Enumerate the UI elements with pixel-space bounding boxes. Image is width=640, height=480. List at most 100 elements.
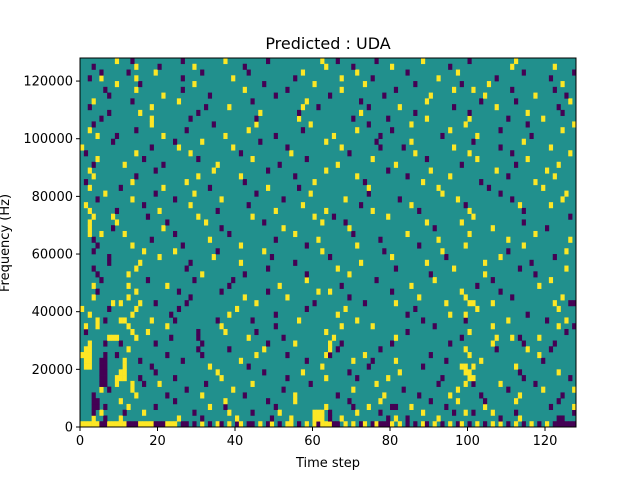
heatmap-cell	[343, 421, 348, 428]
heatmap-cell	[541, 115, 546, 122]
heatmap-cell	[483, 403, 488, 411]
heatmap-cell	[386, 375, 391, 382]
x-tick-label: 40	[227, 434, 244, 449]
heatmap-cell	[149, 236, 154, 243]
heatmap-cell	[552, 86, 557, 93]
heatmap-cell	[417, 242, 422, 249]
heatmap-cell	[320, 363, 325, 370]
heatmap-cell	[114, 375, 120, 382]
heatmap-cell	[254, 300, 259, 307]
heatmap-cell	[207, 92, 213, 99]
heatmap-cell	[413, 421, 418, 428]
heatmap-cell	[355, 317, 360, 324]
heatmap-cell	[471, 409, 476, 416]
heatmap-cell	[316, 409, 321, 416]
heatmap-cell	[339, 86, 344, 93]
heatmap-cell	[196, 109, 201, 116]
heatmap-cell	[134, 265, 139, 272]
heatmap-cell	[432, 225, 437, 232]
heatmap-cell	[145, 328, 151, 336]
heatmap-cell	[169, 334, 174, 341]
heatmap-cell	[494, 104, 499, 111]
heatmap-cell	[506, 115, 511, 122]
heatmap-cell	[269, 254, 275, 261]
heatmap-cell	[359, 98, 364, 105]
heatmap-cell	[514, 58, 519, 65]
heatmap-cell	[87, 127, 92, 134]
heatmap-cell	[149, 144, 154, 151]
heatmap-cell	[343, 305, 348, 312]
heatmap-cell	[359, 202, 364, 209]
heatmap-cell	[432, 421, 437, 428]
heatmap-cell	[99, 369, 104, 376]
heatmap-cell	[405, 415, 410, 422]
heatmap-cell	[537, 282, 542, 289]
heatmap-cell	[95, 196, 100, 203]
heatmap-cell	[142, 156, 147, 163]
x-tick-label: 100	[455, 434, 480, 449]
heatmap-cell	[467, 375, 472, 382]
heatmap-cell	[262, 248, 267, 255]
heatmap-cell	[215, 248, 220, 255]
heatmap-cell	[506, 248, 511, 255]
heatmap-cell	[328, 415, 333, 422]
heatmap-cell	[552, 300, 557, 307]
heatmap-cell	[192, 421, 197, 428]
heatmap-cell	[463, 242, 468, 249]
heatmap-cell	[91, 282, 96, 289]
heatmap-cell	[440, 132, 445, 140]
heatmap-cell	[486, 184, 492, 191]
heatmap-cell	[122, 369, 127, 376]
heatmap-cell	[521, 242, 526, 249]
heatmap-cell	[293, 230, 298, 238]
heatmap-cell	[200, 138, 205, 145]
heatmap-cell	[459, 363, 464, 370]
heatmap-cell	[165, 352, 170, 359]
heatmap-cell	[564, 265, 569, 272]
heatmap-cell	[215, 421, 220, 428]
y-axis-label: Frequency (Hz)	[0, 194, 13, 292]
heatmap-cell	[471, 300, 476, 307]
heatmap-cell	[246, 69, 251, 76]
heatmap-cell	[122, 421, 127, 428]
heatmap-cell	[273, 323, 278, 330]
heatmap-cell	[207, 421, 213, 428]
heatmap-cell	[122, 409, 127, 416]
heatmap-cell	[335, 311, 340, 318]
heatmap-cell	[266, 398, 271, 405]
heatmap-cell	[324, 352, 329, 359]
heatmap-cell	[328, 340, 333, 347]
heatmap-cell	[560, 196, 565, 203]
heatmap-cell	[238, 357, 244, 364]
heatmap-cell	[517, 415, 523, 422]
heatmap-cell	[211, 254, 216, 261]
heatmap-cell	[161, 421, 166, 428]
heatmap-cell	[471, 380, 476, 387]
heatmap-cell	[529, 421, 534, 428]
heatmap-cell	[145, 421, 151, 428]
heatmap-cell	[80, 305, 85, 312]
heatmap-cell	[188, 202, 193, 209]
heatmap-cell	[111, 213, 116, 220]
heatmap-cell	[107, 305, 112, 312]
heatmap-cell	[184, 300, 189, 307]
heatmap-cell	[246, 127, 251, 134]
heatmap-cell	[87, 421, 92, 428]
heatmap-cell	[339, 323, 344, 330]
heatmap-cell	[122, 357, 127, 364]
heatmap-cell	[483, 398, 488, 405]
heatmap-cell	[304, 271, 309, 278]
heatmap-cell	[440, 248, 445, 255]
heatmap-cell	[328, 254, 333, 261]
heatmap-cell	[103, 421, 108, 428]
heatmap-cell	[118, 398, 123, 405]
heatmap-cell	[331, 132, 337, 140]
heatmap-cell	[548, 277, 554, 284]
heatmap-cell	[153, 69, 158, 76]
heatmap-cell	[393, 86, 399, 93]
heatmap-cell	[250, 317, 255, 324]
heatmap-cell	[413, 305, 418, 312]
heatmap-cell	[161, 132, 166, 140]
heatmap-cell	[560, 127, 565, 134]
